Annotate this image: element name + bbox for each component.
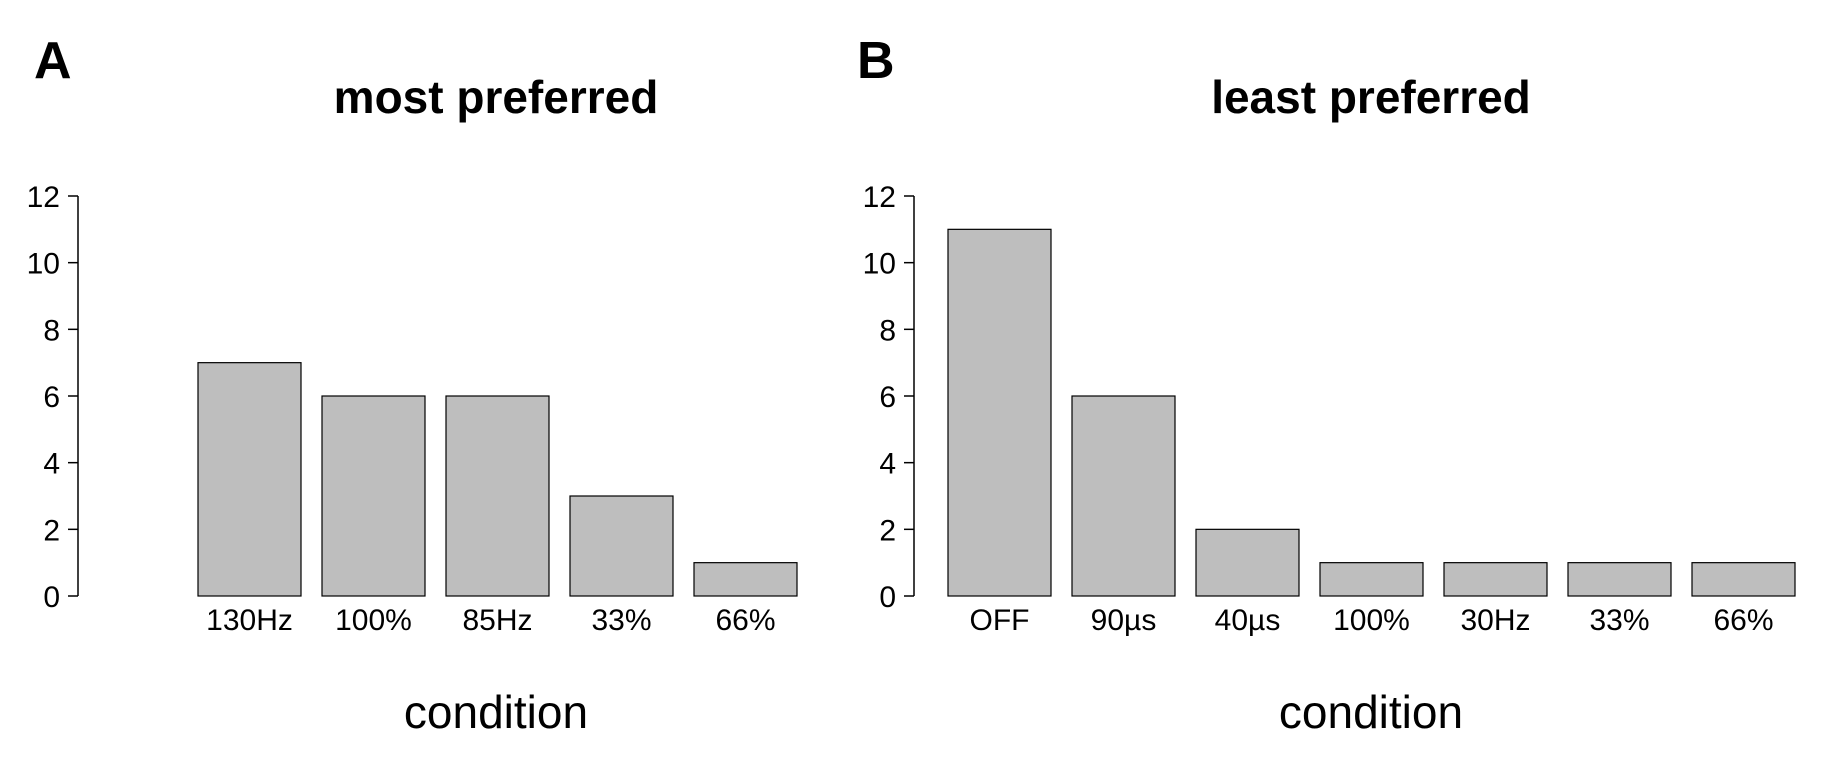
chart-title: least preferred [1211, 71, 1531, 123]
bar-85hz [445, 395, 550, 597]
bar-33 [569, 495, 674, 597]
bar-30hz [1443, 562, 1548, 597]
panel-b-label: B [857, 32, 895, 90]
x-tick-label: 130Hz [206, 604, 293, 637]
y-tick-label: 2 [43, 514, 60, 547]
x-tick-label: 90µs [1091, 604, 1157, 637]
bar-100 [1319, 562, 1424, 597]
y-tick-label: 6 [879, 381, 896, 414]
bar-33 [1567, 562, 1672, 597]
y-tick-label: 4 [879, 448, 896, 481]
y-tick-label: 12 [27, 181, 60, 214]
x-tick-label: 33% [591, 604, 651, 637]
bar-100 [321, 395, 426, 597]
x-tick-label: OFF [970, 604, 1030, 637]
y-tick-label: 0 [43, 581, 60, 614]
x-tick-label: 66% [1713, 604, 1773, 637]
bar-90s [1071, 395, 1176, 597]
y-tick-label: 10 [863, 248, 896, 281]
bar-off [947, 228, 1052, 597]
bar-40s [1195, 528, 1300, 597]
y-tick-label: 10 [27, 248, 60, 281]
y-tick-label: 0 [879, 581, 896, 614]
y-tick-label: 12 [863, 181, 896, 214]
y-tick-label: 8 [879, 314, 896, 347]
x-tick-label: 66% [715, 604, 775, 637]
x-tick-label: 30Hz [1460, 604, 1530, 637]
x-tick-label: 100% [335, 604, 412, 637]
bar-66 [693, 562, 798, 597]
bar-130hz [197, 362, 302, 597]
x-axis-title: condition [1279, 686, 1463, 738]
y-tick-label: 2 [879, 514, 896, 547]
x-tick-label: 85Hz [462, 604, 532, 637]
bar-66 [1691, 562, 1796, 597]
x-axis-title: condition [404, 686, 588, 738]
y-tick-label: 6 [43, 381, 60, 414]
x-tick-label: 100% [1333, 604, 1410, 637]
y-tick-label: 4 [43, 448, 60, 481]
x-tick-label: 33% [1589, 604, 1649, 637]
chart-title: most preferred [334, 71, 659, 123]
panel-a-label: A [34, 32, 72, 90]
x-tick-label: 40µs [1215, 604, 1281, 637]
y-tick-label: 8 [43, 314, 60, 347]
